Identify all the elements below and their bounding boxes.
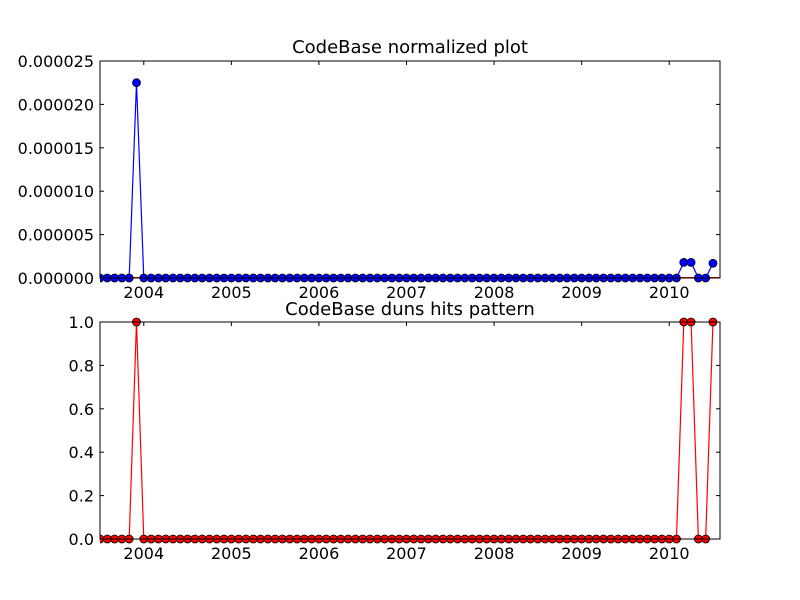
normalized-plot-data-point [686, 257, 696, 267]
normalized-plot-y-tick-label: 0.000015 [18, 139, 94, 158]
normalized-plot-y-tick-label: 0.000020 [18, 95, 94, 114]
normalized-plot-data-point [708, 258, 718, 268]
normalized-plot-y-tick-label: 0.000010 [18, 182, 94, 201]
normalized-plot-x-ticks: 2004 2005 2006 2007 2008 2009 2010 [123, 61, 690, 302]
normalized-plot-x-tick-label: 2009 [561, 283, 602, 302]
hits-pattern-plot-x-tick-label: 2005 [211, 544, 252, 563]
hits-pattern-plot-y-tick-label: 0.8 [69, 356, 94, 375]
normalized-plot-x-tick-label: 2006 [299, 283, 340, 302]
hits-pattern-plot-x-tick-label: 2010 [649, 544, 690, 563]
hits-pattern-plot-x-tick-label: 2008 [474, 544, 515, 563]
hits-pattern-plot-frame [99, 321, 721, 540]
hits-pattern-plot-x-ticks: 2004 2005 2006 2007 2008 2009 2010 [123, 322, 690, 563]
normalized-plot-x-tick-label: 2004 [123, 283, 164, 302]
hits-pattern-plot-x-tick-label: 2004 [123, 544, 164, 563]
normalized-plot-y-tick-label: 0.000025 [18, 52, 94, 71]
normalized-plot-x-tick-label: 2007 [386, 283, 427, 302]
normalized-plot-title: CodeBase normalized plot [292, 37, 528, 58]
normalized-plot-y-tick-label: 0.000000 [18, 269, 94, 288]
hits-pattern-plot-title: CodeBase duns hits pattern [285, 299, 535, 320]
hits-pattern-plot-y-tick-label: 0.0 [69, 530, 94, 549]
normalized-plot-frame [99, 60, 721, 279]
hits-pattern-plot-y-tick-label: 0.2 [69, 487, 94, 506]
hits-pattern-plot-y-tick-label: 0.4 [69, 443, 94, 462]
normalized-plot-y-ticks: 0.000000 0.000005 0.000010 0.000015 0.000020… [18, 52, 720, 288]
normalized-plot-x-tick-label: 2010 [649, 283, 690, 302]
normalized-plot-x-tick-label: 2008 [474, 283, 515, 302]
hits-pattern-plot-x-tick-label: 2009 [561, 544, 602, 563]
normalized-plot-data-point [132, 78, 141, 88]
hits-pattern-plot: CodeBase duns hits pattern 0.00.20.40.60… [69, 299, 721, 563]
normalized-plot-x-tick-label: 2005 [211, 283, 252, 302]
normalized-plot: CodeBase normalized plot 0.0000000.00000… [18, 37, 721, 302]
hits-pattern-plot-y-ticks: 0.0 0.2 0.4 0.6 0.8 1.0 [69, 313, 720, 549]
hits-pattern-plot-y-tick-label: 0.6 [69, 400, 94, 419]
normalized-plot-data-point [679, 257, 689, 267]
hits-pattern-plot-x-tick-label: 2006 [299, 544, 340, 563]
normalized-plot-y-tick-label: 0.000005 [18, 226, 94, 245]
hits-pattern-plot-x-tick-label: 2007 [386, 544, 427, 563]
hits-pattern-plot-y-tick-label: 1.0 [69, 313, 94, 332]
